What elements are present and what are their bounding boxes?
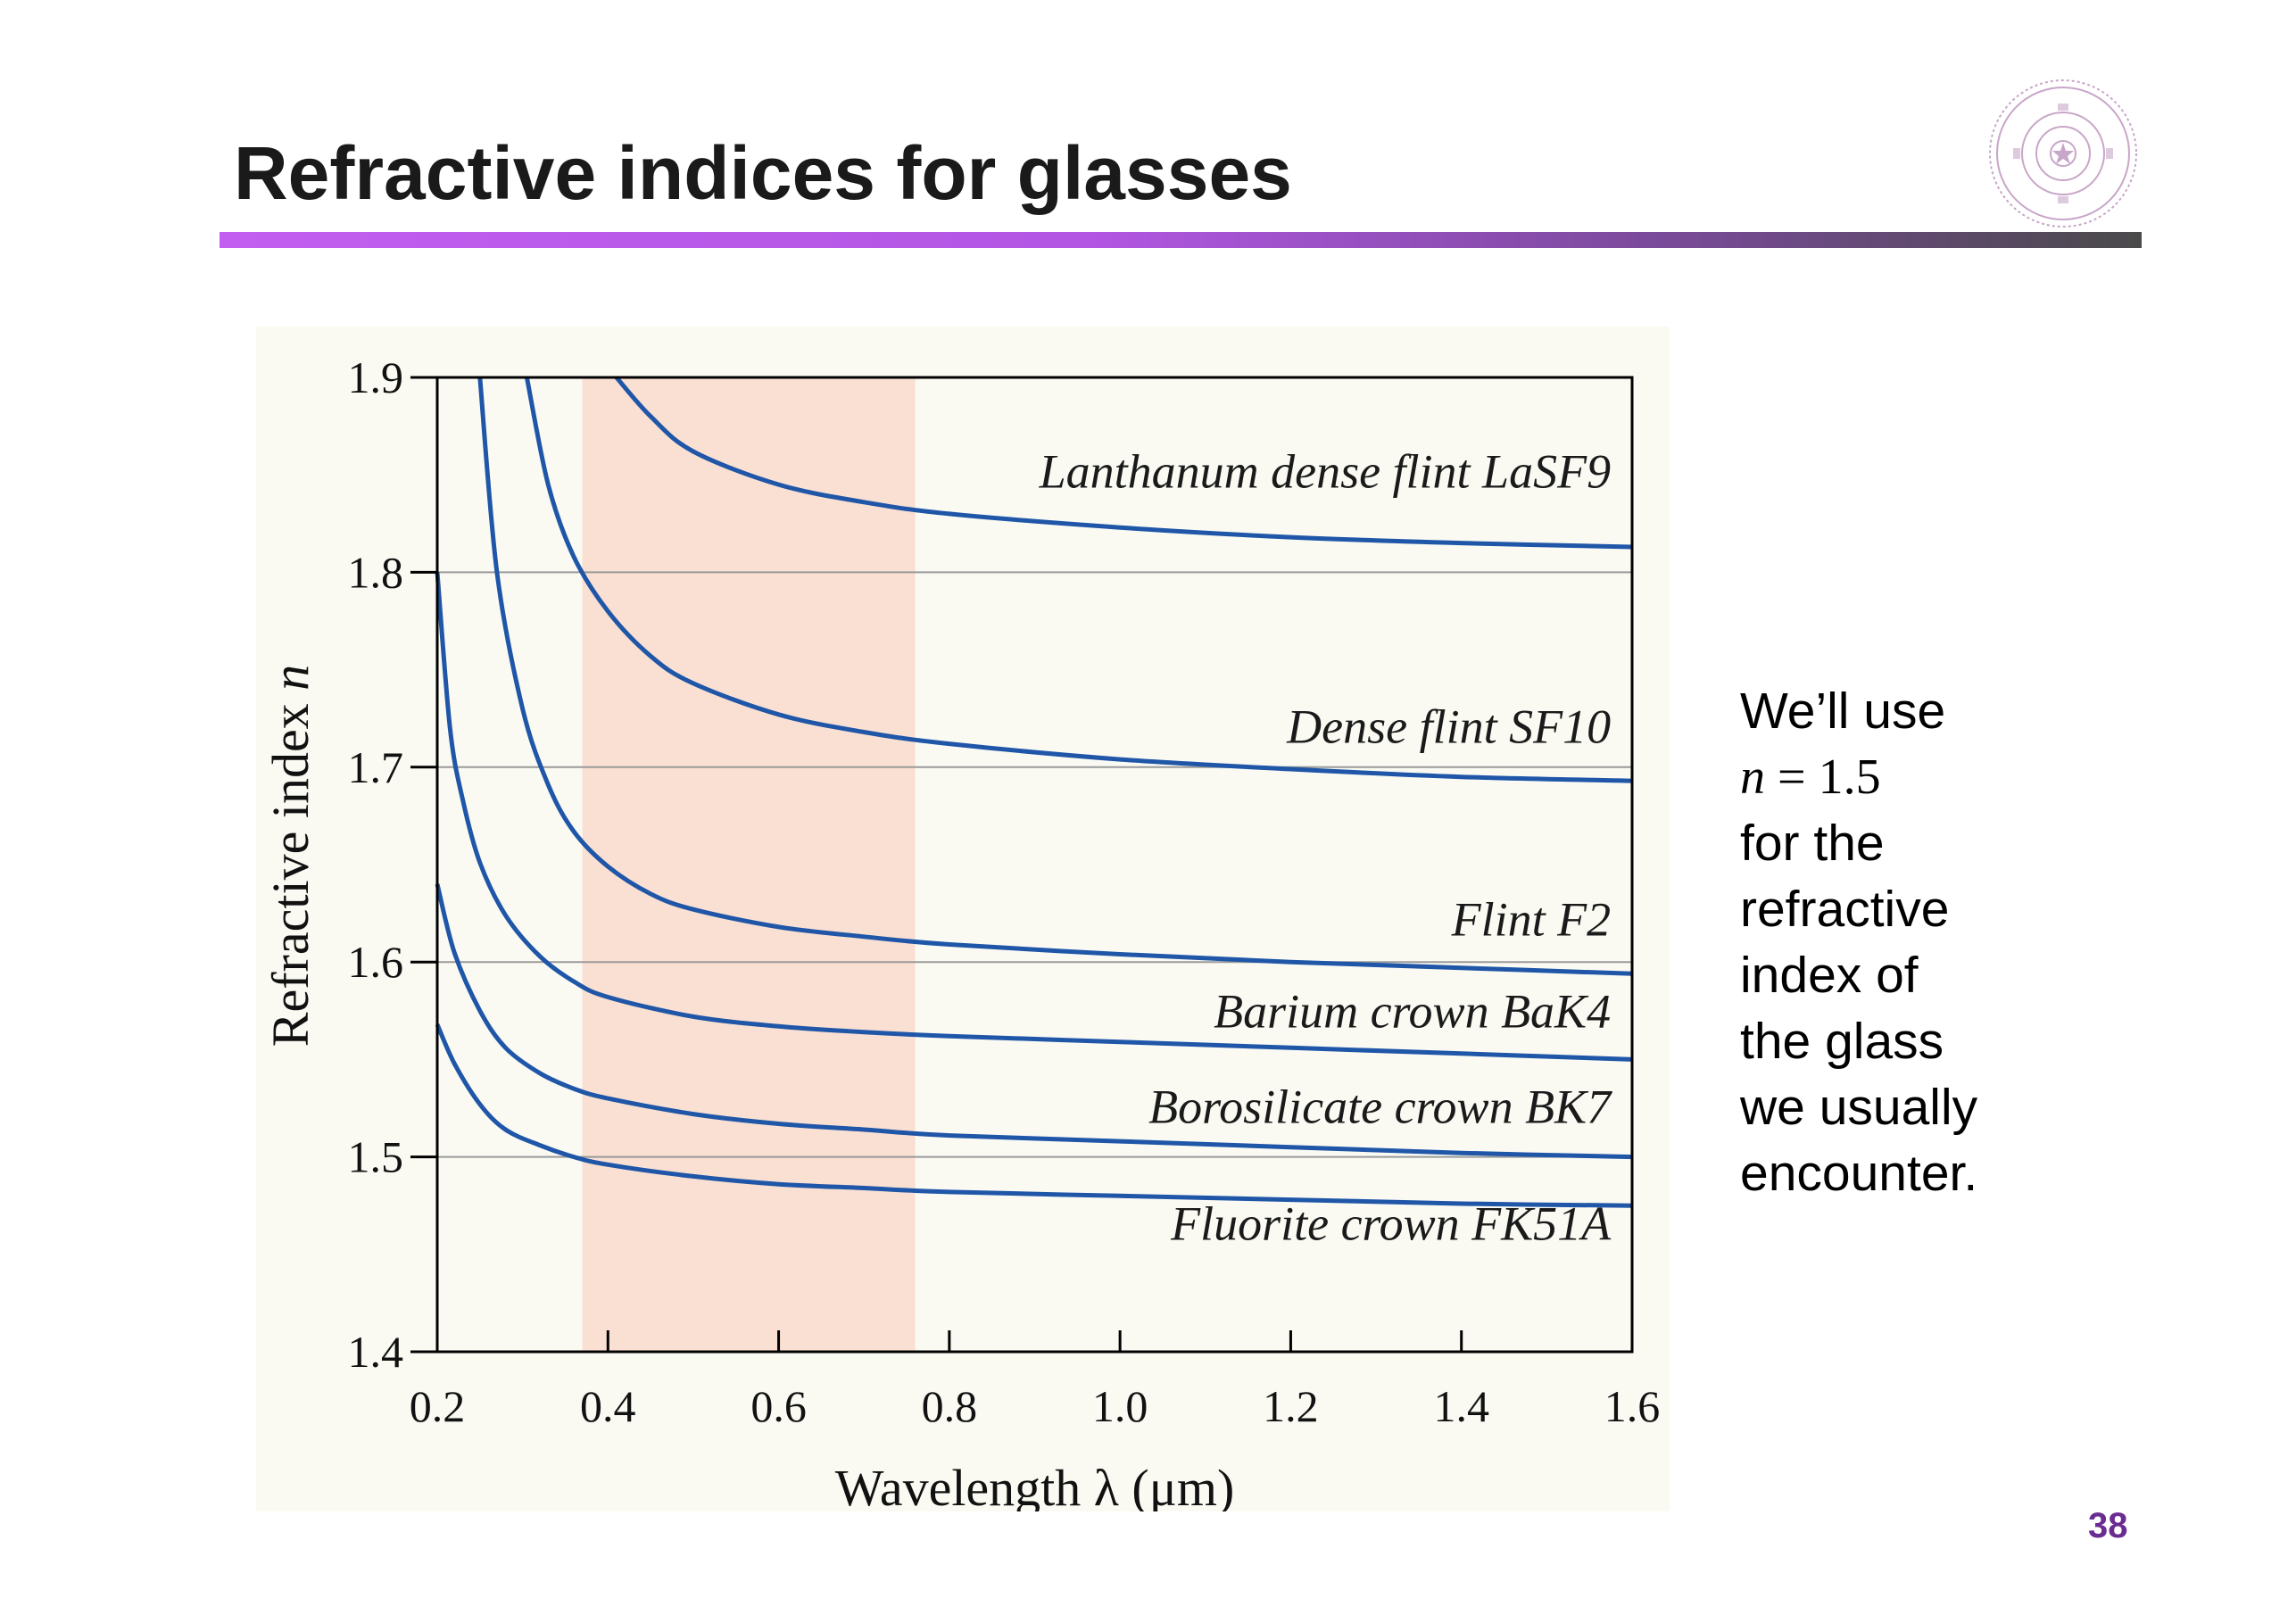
- y-tick-label: 1.9: [348, 352, 404, 402]
- note-line: We’ll use: [1740, 683, 1946, 740]
- series-line: [435, 883, 1633, 1160]
- series-line: [435, 572, 1633, 1062]
- series-line: [435, 1023, 1633, 1208]
- x-tick-label: 0.4: [580, 1381, 636, 1431]
- note-equation: n = 1.5: [1740, 744, 2115, 810]
- series-line: [614, 376, 1633, 550]
- axis-ticks: [410, 376, 1634, 1354]
- refractive-index-chart: 0.2 0.4 0.6 0.8 1.0 1.2 1.4 1.6 1.4 1.5 …: [256, 327, 1670, 1511]
- series-line: [524, 377, 1633, 783]
- series-label: Lanthanum dense flint LaSF9: [1039, 444, 1612, 498]
- data-series: [435, 376, 1633, 1208]
- visible-spectrum-band: [582, 377, 916, 1352]
- y-tick-label: 1.6: [348, 937, 404, 987]
- note-line: encounter.: [1740, 1145, 1978, 1202]
- page-number: 38: [2088, 1506, 2128, 1545]
- y-tick-label: 1.5: [348, 1132, 404, 1182]
- y-tick-label: 1.4: [348, 1327, 404, 1377]
- university-seal-logo: [1989, 79, 2137, 228]
- note-equation-variable: n: [1740, 749, 1765, 805]
- slide-title: Refractive indices for glasses: [234, 131, 1292, 215]
- plot-frame: [435, 376, 1634, 1354]
- x-tick-label: 0.2: [410, 1381, 466, 1431]
- y-tick-label: 1.7: [348, 742, 404, 792]
- series-line: [477, 377, 1633, 976]
- note-equation-value: = 1.5: [1765, 749, 1881, 805]
- x-tick-label: 0.8: [922, 1381, 978, 1431]
- y-axis-label-text: Refractive index: [261, 691, 319, 1047]
- side-note: We’ll use n = 1.5 for the refractive ind…: [1740, 678, 2115, 1206]
- note-line: we usually: [1740, 1079, 1978, 1136]
- series-label: Barium crown BaK4: [1214, 984, 1611, 1038]
- x-tick-label: 1.2: [1263, 1381, 1319, 1431]
- y-tick-label: 1.8: [348, 547, 404, 597]
- note-line: index of: [1740, 947, 1919, 1004]
- x-tick-label: 1.4: [1433, 1381, 1489, 1431]
- y-axis-label: Refractive index n: [261, 665, 319, 1047]
- x-tick-label: 1.0: [1092, 1381, 1148, 1431]
- y-axis-label-variable: n: [261, 665, 319, 691]
- series-label: Dense flint SF10: [1286, 700, 1611, 754]
- note-line: the glass: [1740, 1013, 1944, 1070]
- series-label: Fluorite crown FK51A: [1170, 1197, 1612, 1250]
- gridlines: [437, 571, 1632, 1158]
- note-line: refractive: [1740, 881, 1950, 938]
- title-underline-bar: [220, 232, 2142, 248]
- note-line: for the: [1740, 815, 1885, 872]
- series-label: Flint F2: [1451, 893, 1611, 947]
- x-axis-label: Wavelength λ (μm): [835, 1459, 1235, 1511]
- x-tick-label: 1.6: [1604, 1381, 1661, 1431]
- x-tick-label: 0.6: [750, 1381, 807, 1431]
- series-label: Borosilicate crown BK7: [1148, 1080, 1612, 1133]
